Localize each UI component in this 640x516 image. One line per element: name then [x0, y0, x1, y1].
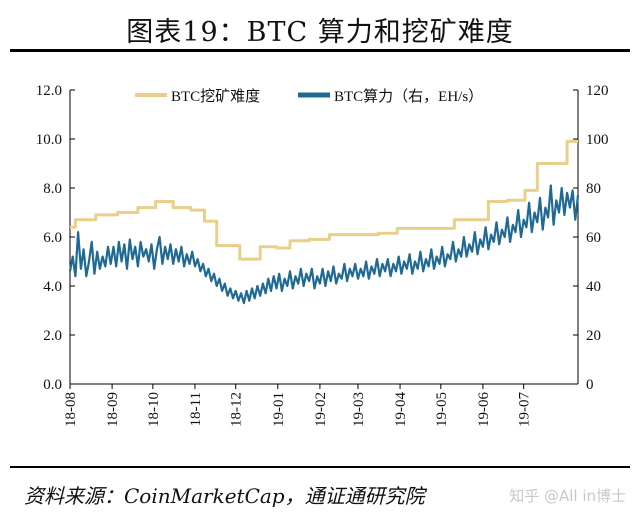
x-tick-label: 18-11 [188, 392, 204, 426]
legend-label-0: BTC挖矿难度 [171, 88, 260, 105]
x-tick-label: 19-03 [351, 392, 367, 427]
x-tick-label: 18-10 [146, 392, 162, 427]
x-tick-label: 19-07 [517, 392, 533, 427]
chart-series [68, 139, 580, 305]
y-right-tick-label: 100 [586, 132, 609, 148]
y-right-tick-label: 20 [586, 328, 601, 344]
x-tick-label: 18-08 [63, 392, 79, 427]
y-right-tick-label: 80 [586, 181, 601, 197]
x-tick-label: 19-06 [476, 392, 492, 427]
x-tick-label: 19-04 [393, 392, 409, 427]
y-left-tick-label: 12.0 [36, 83, 62, 99]
y-right-tick-label: 120 [586, 83, 609, 99]
chart-title: 图表19：BTC 算力和挖矿难度 [126, 17, 514, 48]
watermark: 知乎 @All in博士 [509, 487, 626, 505]
chart: 0.0 2.0 4.0 6.0 8.0 10.0 12.0 0 20 40 60 80 100 120 18… [36, 83, 609, 427]
y-right-tick-label: 60 [586, 230, 601, 246]
chart-legend: BTC挖矿难度 BTC算力（右，EH/s） [135, 87, 483, 105]
top-rule [10, 49, 630, 52]
y-right-tick-label: 40 [586, 279, 601, 295]
x-tick-label: 19-02 [313, 392, 329, 427]
chart-axes: 0.0 2.0 4.0 6.0 8.0 10.0 12.0 0 20 40 60 80 100 120 18… [36, 83, 609, 427]
difficulty-line [70, 139, 578, 261]
x-tick-label: 19-01 [271, 392, 287, 427]
source-note: 资料来源：CoinMarketCap，通证通研究院 [24, 484, 425, 508]
hashrate-line [68, 184, 580, 305]
y-left-tick-label: 4.0 [43, 279, 62, 295]
y-left-tick-label: 2.0 [43, 328, 62, 344]
y-left-tick-label: 6.0 [43, 230, 62, 246]
legend-label-1: BTC算力（右，EH/s） [334, 87, 483, 105]
y-left-tick-label: 0.0 [43, 377, 62, 393]
x-tick-label: 18-12 [229, 392, 245, 427]
x-tick-label: 19-05 [434, 392, 450, 427]
y-left-tick-label: 8.0 [43, 181, 62, 197]
y-right-tick-label: 0 [586, 377, 594, 393]
bottom-rule [10, 466, 630, 468]
x-tick-label: 18-09 [105, 392, 121, 427]
y-left-tick-label: 10.0 [36, 132, 62, 148]
